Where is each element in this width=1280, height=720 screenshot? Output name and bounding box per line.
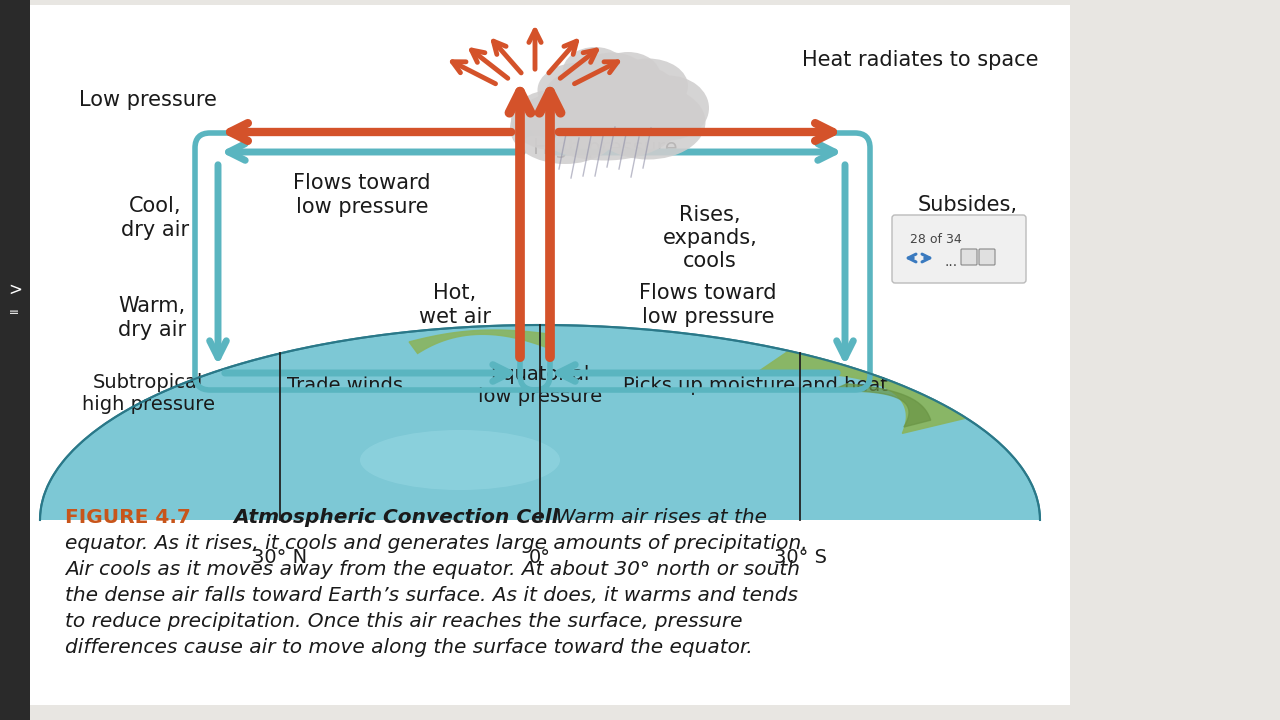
Text: Subtropical
high pressure: Subtropical high pressure — [82, 372, 215, 413]
Text: Picks up moisture and heat: Picks up moisture and heat — [622, 376, 887, 395]
Text: Flows toward
low pressure: Flows toward low pressure — [639, 284, 777, 327]
Text: 0°: 0° — [529, 548, 550, 567]
Text: Trade winds: Trade winds — [287, 376, 403, 395]
Ellipse shape — [590, 84, 705, 160]
Text: High pressure: High pressure — [532, 138, 677, 158]
Text: Rises,
expands,
cools: Rises, expands, cools — [663, 204, 758, 271]
Ellipse shape — [575, 53, 649, 107]
Ellipse shape — [40, 325, 1039, 715]
Ellipse shape — [511, 90, 593, 150]
Text: ...: ... — [945, 255, 959, 269]
Text: Flows toward
low pressure: Flows toward low pressure — [293, 174, 431, 217]
Text: to reduce precipitation. Once this air reaches the surface, pressure: to reduce precipitation. Once this air r… — [65, 612, 742, 631]
Ellipse shape — [595, 52, 660, 100]
Text: Heat radiates to space: Heat radiates to space — [801, 50, 1038, 70]
Text: 28 of 34: 28 of 34 — [910, 233, 961, 246]
Text: 30° N: 30° N — [252, 548, 307, 567]
Text: Warm air rises at the: Warm air rises at the — [543, 508, 767, 527]
Ellipse shape — [360, 430, 561, 490]
Text: Hot,
wet air: Hot, wet air — [419, 284, 492, 327]
Ellipse shape — [509, 92, 620, 164]
Ellipse shape — [538, 63, 622, 117]
Text: FIGURE 4.7: FIGURE 4.7 — [65, 508, 191, 527]
Bar — [29, 5, 1070, 705]
Polygon shape — [753, 351, 966, 433]
Text: Low pressure: Low pressure — [79, 90, 216, 110]
FancyBboxPatch shape — [979, 249, 995, 265]
FancyBboxPatch shape — [892, 215, 1027, 283]
Text: Cool,
dry air: Cool, dry air — [120, 197, 189, 240]
Text: II: II — [10, 307, 20, 313]
Ellipse shape — [543, 68, 637, 132]
Text: differences cause air to move along the surface toward the equator.: differences cause air to move along the … — [65, 638, 753, 657]
Text: Air cools as it moves away from the equator. At about 30° north or south: Air cools as it moves away from the equa… — [65, 560, 800, 579]
Text: Subsides,
condenses,
warms: Subsides, condenses, warms — [909, 195, 1027, 261]
Text: 30° S: 30° S — [773, 548, 827, 567]
Text: Atmospheric Convection Cell: Atmospheric Convection Cell — [212, 508, 558, 527]
Ellipse shape — [562, 47, 627, 97]
Ellipse shape — [585, 64, 680, 126]
Text: the dense air falls toward Earth’s surface. As it does, it warms and tends: the dense air falls toward Earth’s surfa… — [65, 586, 797, 605]
Text: Warm,
dry air: Warm, dry air — [118, 297, 186, 340]
Text: equator. As it rises, it cools and generates large amounts of precipitation.: equator. As it rises, it cools and gener… — [65, 534, 808, 553]
Ellipse shape — [527, 76, 682, 161]
Ellipse shape — [627, 76, 709, 140]
Ellipse shape — [608, 58, 689, 114]
Text: Equatorial
low pressure: Equatorial low pressure — [477, 364, 602, 405]
Bar — [0, 0, 29, 720]
Polygon shape — [410, 330, 550, 354]
Polygon shape — [829, 384, 931, 427]
Text: >: > — [8, 281, 22, 299]
FancyBboxPatch shape — [961, 249, 977, 265]
